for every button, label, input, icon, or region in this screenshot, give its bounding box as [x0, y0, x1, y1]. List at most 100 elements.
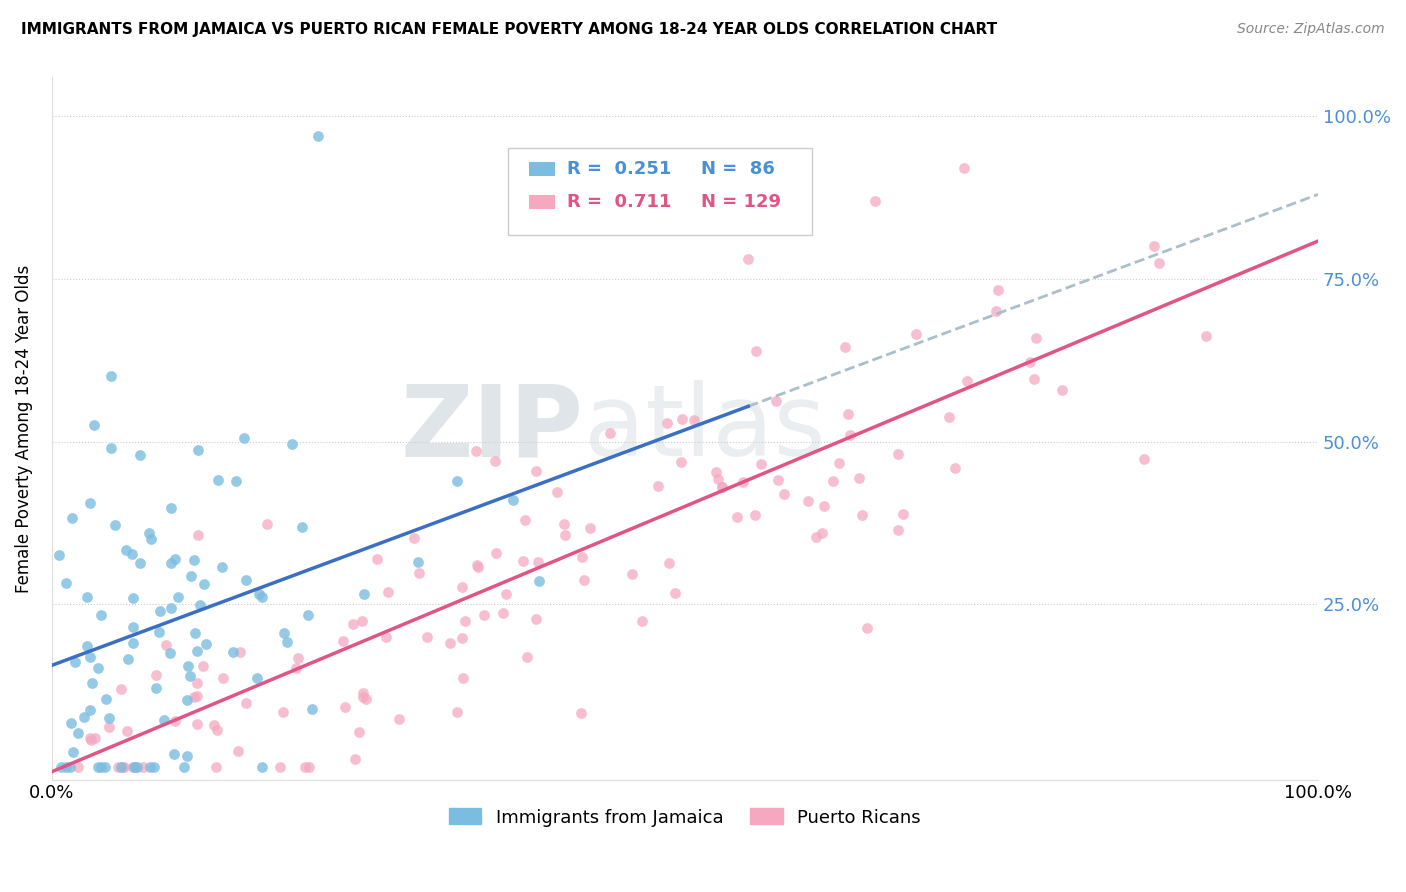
Point	[733, 475, 755, 490]
Point	[450, 631, 472, 645]
Point	[737, 252, 759, 267]
Point	[375, 630, 398, 644]
Point	[112, 759, 135, 773]
Point	[187, 443, 209, 458]
Point	[79, 731, 101, 746]
Point	[984, 303, 1007, 318]
Text: atlas: atlas	[583, 380, 825, 477]
Point	[246, 671, 269, 685]
Point	[956, 374, 979, 388]
Point	[155, 638, 177, 652]
Point	[229, 645, 252, 659]
Point	[98, 711, 121, 725]
Point	[647, 479, 669, 493]
Point	[848, 470, 870, 484]
Point	[294, 759, 316, 773]
Point	[515, 512, 537, 526]
Point	[138, 526, 160, 541]
Point	[160, 601, 183, 615]
Point	[682, 413, 704, 427]
Point	[115, 543, 138, 558]
Point	[806, 530, 828, 544]
Point	[76, 591, 98, 605]
Point	[706, 465, 728, 479]
Point	[938, 409, 960, 424]
Point	[516, 650, 538, 665]
Point	[60, 511, 83, 525]
Point	[94, 692, 117, 706]
Point	[952, 161, 974, 176]
Point	[55, 575, 77, 590]
Point	[943, 460, 966, 475]
Point	[344, 752, 367, 766]
Point	[205, 723, 228, 738]
Point	[159, 556, 181, 570]
Point	[839, 427, 862, 442]
Point	[173, 759, 195, 773]
Point	[1142, 239, 1164, 253]
Point	[281, 436, 304, 450]
Point	[94, 759, 117, 773]
Point	[773, 487, 796, 501]
Point	[187, 528, 209, 542]
FancyBboxPatch shape	[529, 161, 554, 176]
Point	[250, 590, 273, 604]
Point	[110, 759, 132, 773]
Point	[159, 646, 181, 660]
Point	[145, 681, 167, 695]
Point	[745, 344, 768, 359]
Point	[132, 759, 155, 773]
Point	[569, 706, 592, 720]
Point	[768, 473, 790, 487]
Point	[579, 521, 602, 535]
Point	[48, 548, 70, 562]
Point	[63, 655, 86, 669]
Point	[887, 447, 910, 461]
Point	[524, 612, 547, 626]
Point	[122, 620, 145, 634]
Point	[834, 340, 856, 354]
Point	[186, 690, 208, 704]
Point	[446, 474, 468, 488]
Point	[1052, 384, 1074, 398]
Point	[749, 458, 772, 472]
Point	[82, 675, 104, 690]
Point	[599, 426, 621, 441]
Point	[553, 516, 575, 531]
Point	[664, 585, 686, 599]
Point	[124, 759, 146, 773]
Point	[79, 496, 101, 510]
Point	[451, 580, 474, 594]
Point	[121, 759, 143, 773]
Point	[744, 508, 766, 522]
Point	[307, 128, 329, 143]
Point	[59, 716, 82, 731]
Point	[122, 759, 145, 773]
Point	[377, 585, 399, 599]
Point	[86, 759, 108, 773]
Point	[527, 574, 550, 588]
Text: N = 129: N = 129	[702, 193, 782, 211]
Point	[66, 725, 89, 739]
Point	[446, 705, 468, 719]
Point	[212, 671, 235, 685]
Point	[153, 713, 176, 727]
Point	[352, 690, 374, 705]
Point	[342, 617, 364, 632]
Point	[226, 744, 249, 758]
Point	[297, 608, 319, 623]
Point	[176, 748, 198, 763]
Point	[184, 626, 207, 640]
Text: R =  0.711: R = 0.711	[567, 193, 672, 211]
Point	[402, 532, 425, 546]
Text: ZIP: ZIP	[401, 380, 583, 477]
FancyBboxPatch shape	[508, 148, 811, 235]
Point	[72, 709, 94, 723]
Point	[256, 517, 278, 532]
Point	[62, 745, 84, 759]
Point	[176, 692, 198, 706]
Text: IMMIGRANTS FROM JAMAICA VS PUERTO RICAN FEMALE POVERTY AMONG 18-24 YEAR OLDS COR: IMMIGRANTS FROM JAMAICA VS PUERTO RICAN …	[21, 22, 997, 37]
Text: N =  86: N = 86	[702, 160, 775, 178]
Point	[353, 587, 375, 601]
Point	[129, 448, 152, 462]
